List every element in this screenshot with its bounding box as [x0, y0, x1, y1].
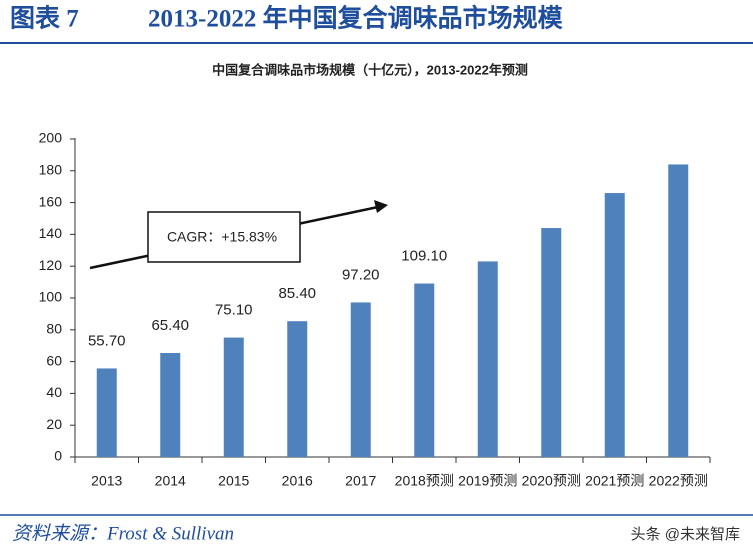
- annotation-box: [147, 211, 301, 263]
- bar: [350, 302, 371, 457]
- data-label: 75.10: [215, 302, 253, 319]
- bar: [668, 164, 689, 457]
- data-label: 55.70: [88, 332, 126, 349]
- x-tick-label: 2016: [282, 473, 313, 489]
- y-tick-label: 0: [54, 448, 62, 464]
- x-tick-label: 2017: [345, 473, 376, 489]
- watermark: 头条 @未来智库: [631, 525, 740, 543]
- figure-title: 2013-2022 年中国复合调味品市场规模: [148, 4, 564, 33]
- y-tick-label: 20: [46, 416, 62, 432]
- y-tick-label: 160: [39, 193, 63, 209]
- bar: [160, 353, 181, 457]
- data-label: 109.10: [401, 247, 447, 264]
- y-tick-label: 100: [39, 289, 63, 305]
- bar: [96, 368, 117, 457]
- figure-label: 图表 7: [10, 5, 79, 33]
- y-tick-label: 200: [39, 130, 63, 146]
- x-tick-label: 2014: [155, 473, 186, 489]
- bar: [604, 193, 625, 457]
- data-label: 65.40: [151, 317, 189, 334]
- source: 资料来源：Frost & Sullivan: [12, 523, 234, 544]
- x-tick-label: 2021预测: [585, 473, 644, 489]
- arrow-head: [374, 200, 388, 213]
- y-tick-label: 180: [39, 162, 63, 178]
- bar: [541, 228, 562, 457]
- data-label: 97.20: [342, 266, 380, 283]
- bar: [477, 261, 498, 457]
- y-tick-label: 140: [39, 225, 63, 241]
- x-tick-label: 2020预测: [522, 473, 581, 489]
- x-tick-label: 2015: [218, 473, 249, 489]
- data-label: 85.40: [278, 285, 316, 302]
- x-tick-label: 2018预测: [395, 473, 454, 489]
- x-tick-label: 2013: [91, 473, 122, 489]
- y-tick-label: 40: [46, 384, 62, 400]
- x-tick-label: 2022预测: [649, 473, 708, 489]
- bar: [223, 337, 244, 457]
- bar: [287, 321, 308, 457]
- y-tick-label: 60: [46, 352, 62, 368]
- x-tick-label: 2019预测: [458, 473, 517, 489]
- y-tick-label: 80: [46, 321, 62, 337]
- chart-title: 中国复合调味品市场规模（十亿元），2013-2022年预测: [212, 62, 528, 77]
- annotation: CAGR：+15.83%: [167, 229, 277, 245]
- bar: [414, 283, 435, 457]
- y-tick-label: 120: [39, 257, 63, 273]
